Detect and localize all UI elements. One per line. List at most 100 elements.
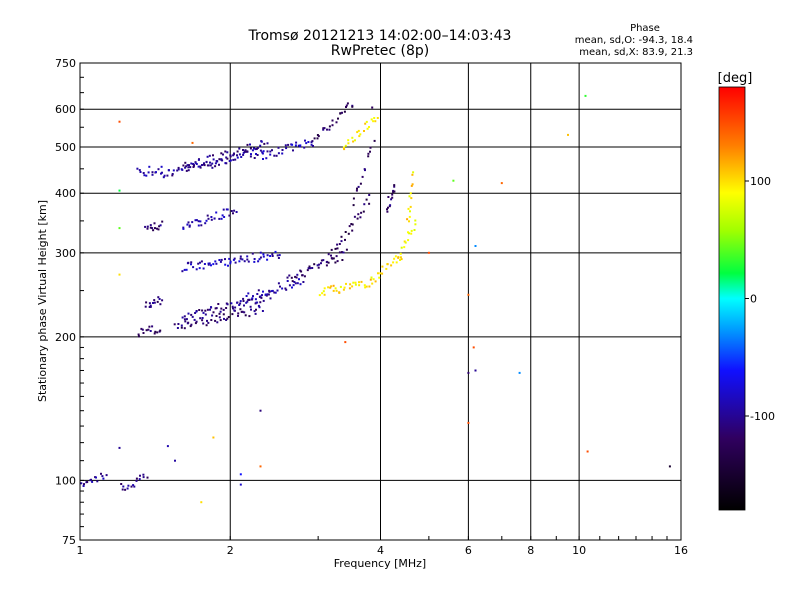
echo-point (185, 169, 188, 172)
echo-point (207, 321, 210, 324)
echo-point (237, 314, 239, 317)
echo-point (184, 320, 187, 323)
echo-point (239, 483, 242, 486)
echo-point (159, 303, 162, 306)
echo-point (204, 309, 207, 312)
echo-point (410, 184, 413, 187)
echo-point (412, 171, 415, 174)
echo-point (83, 483, 85, 486)
echo-point (366, 127, 369, 130)
echo-point (190, 162, 193, 165)
echo-point (142, 172, 145, 174)
echo-point (147, 171, 150, 174)
echo-point (305, 142, 308, 145)
echo-point (210, 218, 213, 221)
echo-point (204, 222, 207, 225)
echo-point (234, 306, 237, 309)
x-tick-label: 1 (77, 544, 84, 557)
echo-point (255, 147, 258, 150)
echo-point (284, 287, 287, 290)
echo-point (390, 264, 393, 267)
echo-point (226, 151, 229, 154)
echo-point (238, 260, 241, 263)
echo-point (126, 487, 129, 490)
echo-point (161, 299, 164, 302)
echo-point (358, 281, 360, 284)
echo-point (266, 293, 269, 296)
echo-point (336, 243, 339, 246)
echo-point (369, 150, 371, 153)
echo-point (139, 171, 142, 173)
echo-point (261, 310, 264, 312)
echo-point (323, 127, 326, 130)
echo-point (257, 304, 260, 307)
echo-point (146, 225, 149, 228)
echo-point (325, 261, 328, 264)
echo-point (203, 164, 206, 167)
echo-point (406, 218, 409, 221)
echo-point (212, 436, 215, 439)
echo-point (322, 259, 325, 262)
echo-point (408, 215, 411, 218)
echo-point (190, 323, 193, 326)
echo-point (220, 258, 223, 261)
echo-point (265, 294, 268, 297)
y-axis: 75 100 200 300 400 500 600 750 (55, 57, 84, 547)
echo-point (222, 208, 225, 211)
echo-point (254, 148, 257, 151)
echo-point (344, 231, 347, 233)
echo-point (148, 302, 151, 305)
echo-point (278, 254, 281, 257)
echo-point (359, 133, 362, 136)
echo-point (320, 259, 323, 262)
echo-point (198, 309, 201, 311)
echo-point (212, 154, 214, 157)
echo-point (296, 282, 299, 285)
echo-point (320, 262, 322, 265)
echo-point (288, 284, 291, 287)
echo-point (211, 314, 214, 317)
echo-point (219, 260, 222, 263)
echo-point (386, 210, 389, 213)
echo-point (351, 229, 354, 232)
echo-point (248, 298, 251, 301)
echo-point (393, 184, 396, 187)
echo-point (100, 472, 102, 475)
echo-point (250, 298, 253, 301)
echo-point (210, 216, 213, 218)
echo-point (285, 147, 288, 150)
echo-point (231, 313, 234, 316)
echo-point (137, 333, 140, 336)
echo-point (328, 128, 331, 131)
echo-point (255, 308, 257, 311)
echo-point (158, 298, 161, 300)
echo-point (197, 220, 200, 223)
echo-point (102, 477, 105, 480)
echo-point (281, 152, 284, 155)
echo-point (89, 479, 92, 482)
echo-point (183, 268, 186, 271)
echo-point (145, 301, 148, 304)
echo-point (238, 153, 241, 156)
echo-point (186, 164, 189, 167)
echo-point (192, 166, 195, 168)
echo-point (182, 226, 185, 229)
echo-point (187, 221, 190, 224)
echo-point (367, 152, 370, 155)
echo-point (151, 325, 154, 328)
echo-point (189, 166, 192, 169)
echo-point (281, 149, 284, 151)
echo-point (370, 276, 373, 279)
echo-point (365, 285, 368, 288)
echo-point (236, 301, 239, 304)
echo-point (151, 227, 154, 230)
echo-point (348, 225, 351, 228)
echo-point (118, 446, 121, 449)
echo-point (257, 260, 260, 263)
echo-point (386, 263, 389, 266)
echo-point (410, 232, 413, 235)
echo-point (148, 306, 151, 308)
echo-point (242, 297, 245, 300)
echo-point (318, 294, 321, 297)
echo-point (185, 318, 188, 321)
